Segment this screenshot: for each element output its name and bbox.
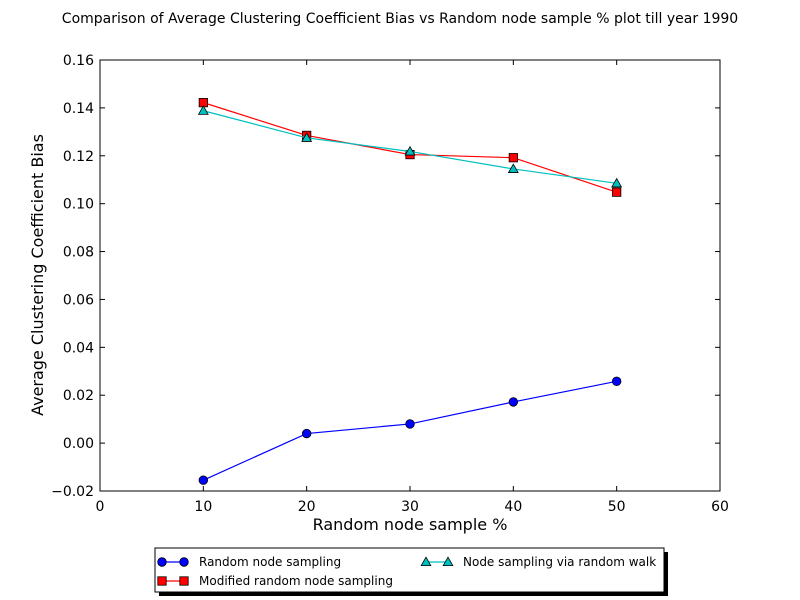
y-tick-label: 0.16 [63, 53, 94, 69]
series [197, 105, 623, 188]
data-point [508, 153, 518, 163]
data-point [404, 145, 416, 156]
x-tick-label: 40 [504, 499, 522, 515]
data-point [198, 475, 209, 485]
y-tick-label: 0.10 [63, 197, 94, 213]
plot-frame [99, 59, 721, 492]
data-point [612, 187, 622, 197]
series-group [197, 98, 623, 485]
data-point [197, 105, 209, 115]
legend-label: Modified random node sampling [199, 574, 393, 588]
data-point [507, 163, 519, 173]
y-tick-label: −0.02 [51, 484, 94, 500]
y-tick-label: 0.04 [63, 340, 94, 356]
x-tick-label: 60 [711, 499, 729, 515]
legend-marker-start [157, 557, 167, 567]
legend-marker-end [179, 557, 189, 567]
legend: Random node sampling Modified random node… [154, 547, 668, 596]
legend-marker-end [179, 576, 189, 586]
data-point [611, 177, 623, 188]
data-point [405, 419, 415, 429]
legend-marker-start [157, 576, 167, 586]
y-tick-label: 0.06 [63, 292, 94, 308]
x-tick-label: 20 [298, 499, 316, 515]
legend-label: Node sampling via random walk [463, 555, 656, 569]
legend-box [154, 547, 665, 593]
series [198, 376, 622, 485]
x-tick-label: 30 [401, 499, 419, 515]
y-tick-label: 0.12 [63, 149, 94, 165]
y-tick-label: 0.08 [63, 245, 94, 261]
legend-item: Random node sampling [157, 555, 341, 569]
legend-marker-start [420, 556, 432, 566]
data-point [611, 376, 622, 387]
axes: 0 10 20 30 40 50 60 −0.02 0.00 0.02 0.04 0.06 0.08 0.… [51, 53, 729, 515]
legend-label: Random node sampling [199, 555, 341, 569]
x-tick-label: 10 [194, 499, 212, 515]
legend-marker-end [442, 556, 454, 566]
x-tick-label: 50 [608, 499, 626, 515]
legend-item: Node sampling via random walk [420, 555, 656, 569]
legend-item: Modified random node sampling [157, 574, 393, 588]
data-point [508, 397, 519, 407]
data-point [301, 428, 312, 439]
x-tick-label: 0 [96, 499, 105, 515]
x-axis-label: Random node sample % [313, 515, 508, 534]
y-axis-label: Average Clustering Coefficient Bias [28, 134, 47, 416]
y-tick-label: 0.14 [63, 101, 94, 117]
plot-area [99, 59, 721, 492]
y-tick-label: 0.00 [63, 436, 94, 452]
y-tick-label: 0.02 [63, 388, 94, 404]
data-point [301, 132, 313, 142]
chart-title: Comparison of Average Clustering Coeffic… [62, 11, 738, 27]
